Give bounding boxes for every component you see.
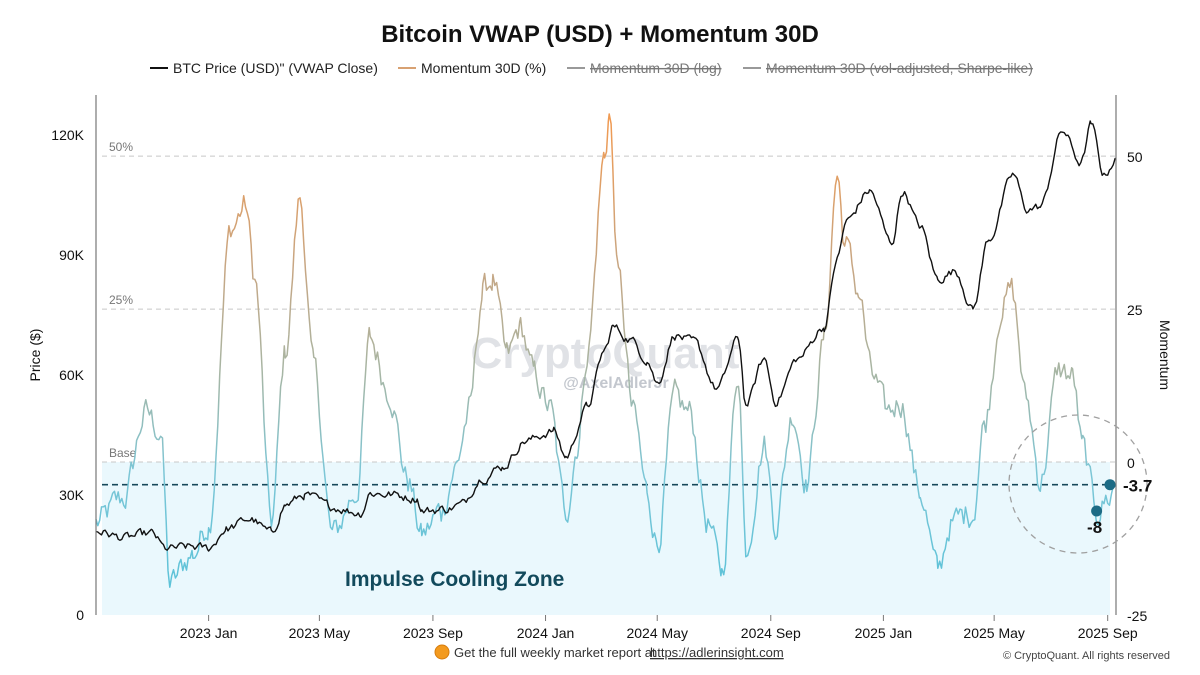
reference-label-2: 25% [109,293,133,307]
cooling-zone-label: Impulse Cooling Zone [345,568,564,591]
chart-title: Bitcoin VWAP (USD) + Momentum 30D [381,21,819,48]
watermark-author: @AxelAdlerJr [563,375,668,392]
legend-label-momentum-vol[interactable]: Momentum 30D (vol-adjusted, Sharpe-like) [766,60,1033,76]
annotations-layer: -3.7 -8 [1008,414,1152,554]
footer: Get the full weekly market report at htt… [434,644,1170,662]
momentum-series-line [95,113,1117,588]
right-tick-label: -25 [1127,608,1147,624]
reference-label-3: Base [109,446,137,460]
x-tick-label: 2023 Jan [180,625,238,641]
focus-circle [1008,414,1148,554]
legend-label-momentum-log[interactable]: Momentum 30D (log) [590,60,722,76]
price-series-line [95,120,1117,552]
footer-promo-text: Get the full weekly market report at [454,645,656,660]
legend-label-momentum[interactable]: Momentum 30D (%) [421,60,546,76]
price-series-layer [95,120,1117,552]
footer-link[interactable]: https://adlerinsight.com [650,645,784,660]
momentum-series-layer [95,113,1117,588]
footer-coin-icon [434,644,450,660]
x-tick-label: 2025 Jan [855,625,913,641]
left-tick-label: 60K [59,367,85,383]
left-tick-label: 0 [76,607,84,623]
reference-lines-layer: 50% 25% Base [102,140,1116,486]
recent-low-marker [1091,505,1103,517]
legend-label-price[interactable]: BTC Price (USD)" (VWAP Close) [173,60,378,76]
left-tick-label: 120K [51,127,84,143]
legend: BTC Price (USD)" (VWAP Close) Momentum 3… [150,60,1033,76]
current-level-marker [1104,479,1116,491]
watermark-brand: CryptoQuant [471,329,740,378]
x-tick-label: 2024 Sep [741,625,801,641]
x-tick-label: 2023 Sep [403,625,463,641]
axes-layer: 0 30K 60K 90K 120K -25 0 25 50 2023 Jan 2023 May 20… [27,95,1173,641]
cooling-zone [102,462,1110,615]
right-tick-label: 0 [1127,455,1135,471]
cooling-zone-layer: Impulse Cooling Zone [102,462,1110,615]
recent-low-label: -8 [1087,518,1102,537]
right-axis-title: Momentum [1157,320,1173,390]
x-tick-label: 2024 May [626,625,687,641]
footer-copyright: © CryptoQuant. All rights reserved [1003,650,1170,662]
x-tick-label: 2025 May [963,625,1024,641]
x-tick-label: 2025 Sep [1078,625,1138,641]
left-axis-title: Price ($) [27,329,43,382]
right-tick-label: 50 [1127,149,1143,165]
x-tick-label: 2024 Jan [517,625,575,641]
reference-label-1: 50% [109,140,133,154]
right-tick-label: 25 [1127,302,1143,318]
x-tick-label: 2023 May [289,625,350,641]
left-tick-label: 90K [59,247,85,263]
current-level-label: -3.7 [1123,477,1152,496]
left-tick-label: 30K [59,487,85,503]
